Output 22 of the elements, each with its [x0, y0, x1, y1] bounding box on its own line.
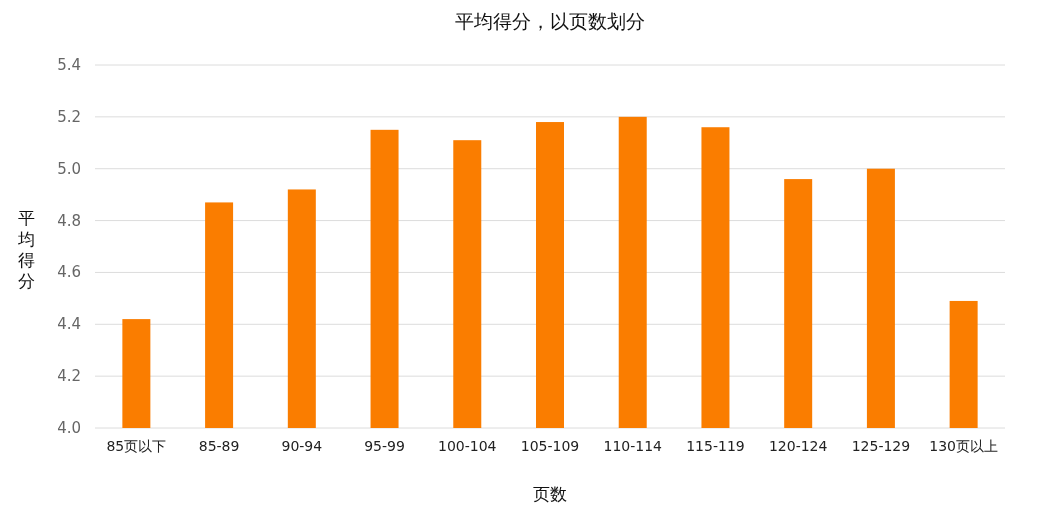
- x-tick-label: 85页以下: [106, 438, 167, 454]
- y-tick-label: 4.0: [57, 419, 81, 437]
- y-tick-label: 4.4: [57, 315, 81, 334]
- y-tick-label: 5.0: [57, 159, 81, 178]
- x-tick-label: 110-114: [603, 438, 663, 454]
- x-tick-label: 125-129: [851, 438, 911, 454]
- x-tick-label: 130页以上: [929, 438, 998, 454]
- x-tick-label: 105-109: [520, 438, 580, 454]
- y-tick-label: 4.6: [57, 263, 81, 282]
- chart-title: 平均得分，以页数划分: [455, 10, 645, 32]
- x-axis-title: 页数: [533, 484, 567, 504]
- y-axis-title: 平均得分: [16, 208, 35, 291]
- x-tick-label: 95-99: [364, 438, 405, 454]
- y-tick-label: 4.8: [57, 211, 81, 230]
- x-tick-label: 120-124: [768, 438, 828, 454]
- x-tick-label: 85-89: [198, 438, 240, 454]
- y-tick-label: 5.2: [57, 107, 81, 126]
- y-tick-label: 5.4: [57, 56, 81, 74]
- x-tick-label: 90-94: [281, 438, 323, 454]
- x-tick-label: 100-104: [438, 438, 497, 454]
- y-tick-label: 4.2: [57, 367, 81, 386]
- x-tick-label: 115-119: [686, 438, 745, 454]
